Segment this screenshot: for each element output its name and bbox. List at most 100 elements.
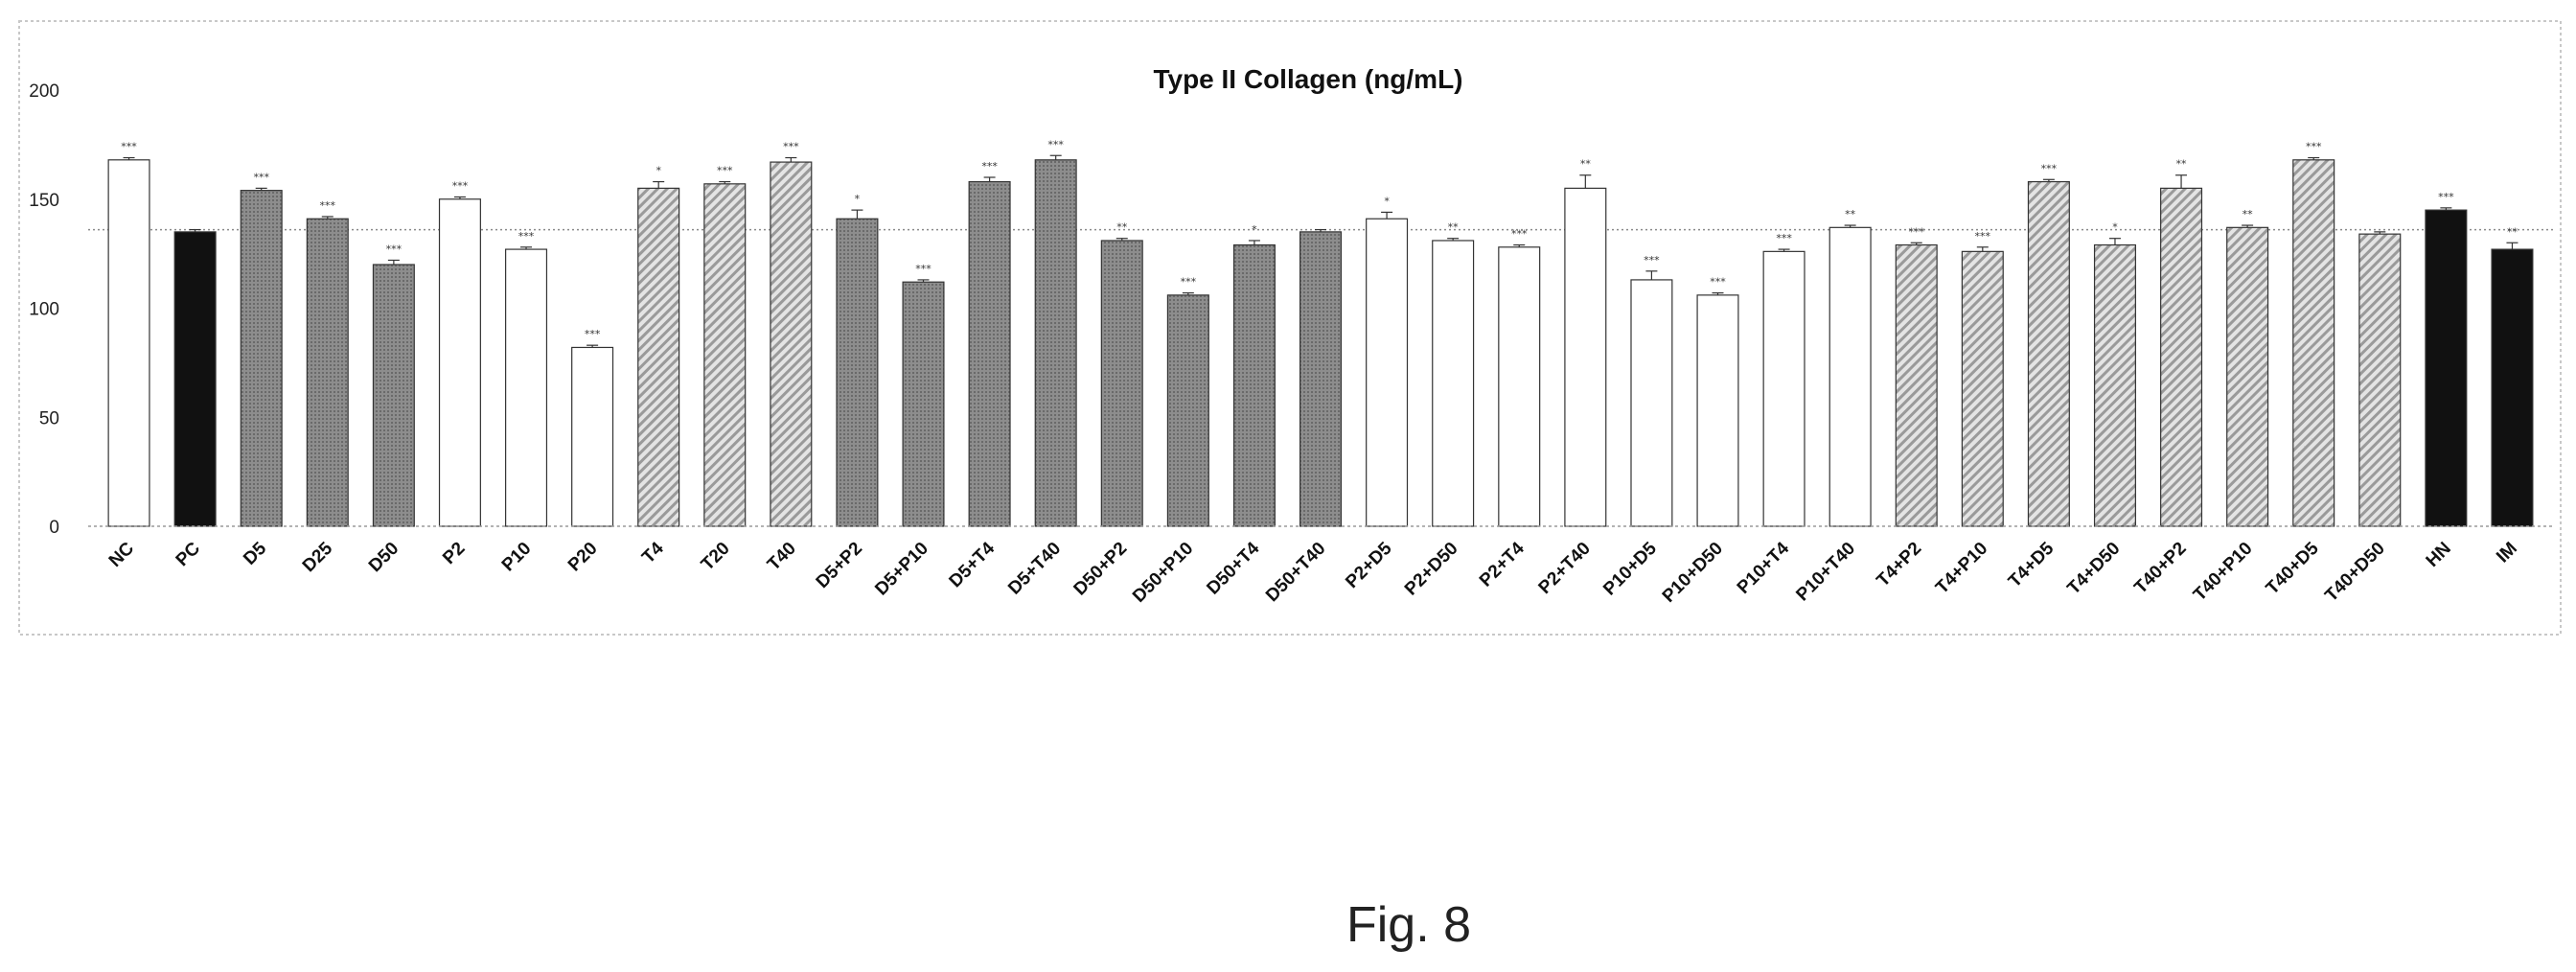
bar-group <box>1299 229 1343 527</box>
x-tick-label: P2+D50 <box>1401 539 1462 600</box>
bar-group: ** <box>2491 225 2534 527</box>
bar <box>2425 209 2468 527</box>
bar <box>372 264 415 527</box>
significance-label: *** <box>2041 162 2058 174</box>
bar-group: ** <box>1432 221 1475 527</box>
bar <box>2491 248 2534 527</box>
bar <box>2226 226 2269 527</box>
bar <box>1895 243 1938 527</box>
chart-frame <box>18 20 2562 636</box>
significance-label: *** <box>717 165 733 177</box>
significance-label: *** <box>1710 276 1726 289</box>
bar-group: ** <box>1564 158 1607 527</box>
significance-label: *** <box>518 230 535 243</box>
significance-label: *** <box>1644 254 1660 266</box>
x-tick-label: P10 <box>498 539 536 576</box>
x-tick-label: T40+P10 <box>2190 539 2257 606</box>
x-tick-label: D50+P10 <box>1129 539 1197 607</box>
bar-group: *** <box>1630 254 1673 527</box>
x-tick-label: D5+T4 <box>946 538 1000 591</box>
significance-label: *** <box>1181 276 1197 289</box>
bar <box>1432 240 1475 527</box>
x-tick-label: D50+T40 <box>1262 539 1330 607</box>
significance-label: *** <box>1047 138 1064 150</box>
bar <box>2358 233 2402 527</box>
y-axis: 0 50 100 150 200 <box>29 81 59 538</box>
bar <box>1498 246 1541 527</box>
x-tick-label: P10+T4 <box>1734 538 1794 598</box>
bar <box>2292 159 2335 527</box>
x-tick-label: NC <box>105 538 138 570</box>
bar-group: *** <box>505 230 548 527</box>
x-tick-label: P10+D50 <box>1659 539 1727 607</box>
bar-group: *** <box>1961 230 2004 527</box>
bar <box>2093 243 2136 527</box>
significance-label: * <box>855 193 861 205</box>
significance-label: *** <box>585 328 601 340</box>
bar <box>505 248 548 527</box>
y-tick-label: 50 <box>39 408 59 428</box>
x-tick-label: D5+P2 <box>813 539 866 592</box>
x-tick-label: T4+P2 <box>1873 539 1925 591</box>
x-tick-label: D50 <box>365 539 402 576</box>
bar-group: *** <box>2425 191 2468 527</box>
x-tick-label: D5 <box>240 538 270 568</box>
significance-label: * <box>656 165 661 177</box>
bar-group: *** <box>107 141 150 527</box>
x-tick-label: T4 <box>638 538 668 567</box>
bar-group: *** <box>306 199 349 527</box>
bar <box>1100 240 1143 527</box>
y-tick-label: 150 <box>29 191 59 211</box>
bar <box>438 198 481 527</box>
x-tick-label: T40+D5 <box>2263 538 2323 598</box>
bar-group: *** <box>1762 232 1806 527</box>
bar-group: *** <box>1034 138 1077 527</box>
bar <box>571 346 614 527</box>
x-tick-label: P2+T4 <box>1476 538 1529 590</box>
bar-group: *** <box>2292 141 2335 527</box>
significance-label: ** <box>1845 208 1856 220</box>
bar-group: *** <box>438 179 481 527</box>
bar <box>703 183 747 527</box>
bar-group: *** <box>2027 162 2070 527</box>
significance-label: *** <box>981 160 998 173</box>
x-axis: NC PC D5 D25 D50 P2 P10 P20 T4 T20 T40 D5+P2 D5+P10 D… <box>88 525 2553 607</box>
significance-label: ** <box>2507 225 2518 238</box>
bar <box>1564 187 1607 527</box>
bar-group: *** <box>968 160 1011 527</box>
x-tick-label: D5+T40 <box>1004 539 1065 599</box>
x-tick-label: IM <box>2493 539 2521 567</box>
significance-label: ** <box>2242 208 2254 220</box>
bar-group: * <box>2093 221 2136 527</box>
bar-group: ** <box>1828 208 1872 527</box>
x-tick-label: T40 <box>764 539 800 575</box>
bar-group: *** <box>1498 228 1541 527</box>
x-tick-label: D5+P10 <box>871 539 932 600</box>
significance-label: *** <box>2306 141 2322 153</box>
y-tick-label: 100 <box>29 300 59 320</box>
bar <box>1034 159 1077 527</box>
significance-label: *** <box>783 141 799 153</box>
x-tick-label: T4+D5 <box>2005 538 2058 591</box>
bar-group: *** <box>1166 276 1209 527</box>
bar <box>1232 243 1276 527</box>
significance-label: ** <box>1116 221 1128 234</box>
bar <box>240 190 283 527</box>
bar-group: *** <box>770 141 813 527</box>
bar <box>770 161 813 527</box>
significance-label: * <box>1252 223 1257 236</box>
bar-group: * <box>1366 195 1409 527</box>
bar-group: ** <box>1100 221 1143 527</box>
bar-group: * <box>836 193 879 527</box>
significance-label: *** <box>1511 228 1528 241</box>
significance-label: *** <box>386 243 402 255</box>
figure-caption: Fig. 8 <box>1346 897 1472 953</box>
bar-group: * <box>637 165 680 527</box>
bar <box>1828 226 1872 527</box>
bar <box>1166 294 1209 527</box>
bar <box>1696 294 1739 527</box>
x-tick-label: P10+T40 <box>1792 539 1859 606</box>
x-tick-label: P2+T40 <box>1535 539 1595 598</box>
significance-label: ** <box>1448 221 1460 234</box>
